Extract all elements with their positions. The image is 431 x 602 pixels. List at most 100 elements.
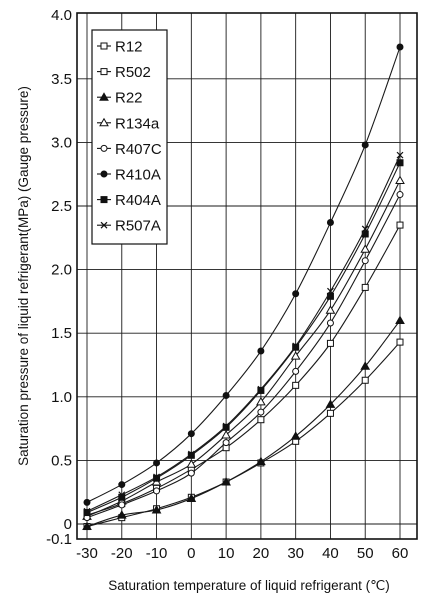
data-point-r507a — [187, 450, 195, 458]
data-point-r507a — [83, 507, 91, 515]
data-point-r507a — [118, 491, 126, 499]
legend-item-r404a: R404A — [97, 192, 161, 209]
data-point-r507a — [361, 225, 369, 233]
data-point-r12 — [396, 338, 404, 346]
series-layer — [82, 43, 405, 531]
data-point-r410a — [83, 498, 91, 506]
cross-stroke — [153, 473, 160, 481]
legend-marker — [99, 117, 109, 127]
legend-label: R502 — [115, 64, 151, 81]
legend-label: R134a — [115, 115, 160, 132]
y-tick-label: 2.0 — [51, 262, 72, 279]
series-line-r410a — [86, 46, 401, 503]
y-tick-label: 2.5 — [51, 198, 72, 215]
series-line-r507a — [86, 154, 401, 512]
cross-stroke — [118, 491, 126, 499]
data-point-r134a — [395, 175, 405, 185]
data-point-r134a — [256, 396, 266, 406]
series-line-r404a — [86, 162, 401, 514]
y-tick-label: 0.5 — [51, 452, 72, 469]
cross-stroke — [187, 450, 195, 458]
data-point-r407c — [187, 469, 195, 477]
data-point-r410a — [257, 347, 265, 355]
legend-label: R407C — [115, 141, 162, 158]
y-axis-title: Saturation pressure of liquid refrigeran… — [16, 86, 31, 466]
legend-item-r410a: R410A — [97, 167, 161, 184]
data-point-r22 — [82, 521, 92, 531]
legend-marker — [100, 170, 108, 178]
data-point-r22 — [256, 456, 266, 466]
data-point-r134a — [360, 244, 371, 253]
data-point-r22 — [290, 431, 301, 440]
data-point-r404a — [222, 423, 230, 431]
series-line-r407c — [86, 194, 401, 519]
plot-frame — [76, 12, 418, 540]
cross-stroke — [100, 221, 108, 229]
x-tick-label: -30 — [76, 545, 98, 562]
data-point-r22 — [325, 399, 336, 408]
data-point-r22 — [151, 505, 162, 514]
data-point-r407c — [396, 191, 404, 199]
y-tick-label: -0.1 — [46, 531, 72, 548]
grid-lines — [77, 13, 417, 539]
series-r410a — [83, 43, 404, 506]
data-point-r134a — [325, 305, 336, 314]
series-r407c — [83, 191, 404, 522]
data-point-r407c — [257, 408, 265, 416]
series-r22 — [82, 315, 405, 531]
data-point-r12 — [326, 409, 334, 417]
data-point-r502 — [396, 221, 404, 229]
legend-label: R12 — [115, 39, 143, 56]
data-point-r404a — [187, 451, 195, 459]
legend-item-r507a: R507A — [97, 218, 161, 235]
data-point-r134a — [290, 351, 301, 360]
data-point-r134a — [221, 429, 231, 439]
legend: R12 R502 R22 R134a R407C R410A R404A R507A — [91, 29, 168, 245]
cross-stroke — [222, 422, 230, 430]
data-point-r407c — [326, 319, 334, 327]
data-point-r507a — [257, 385, 265, 393]
x-tick-label: 50 — [357, 545, 374, 562]
x-axis-title: Saturation temperature of liquid refrige… — [108, 578, 390, 593]
data-point-r410a — [396, 43, 404, 51]
data-point-r410a — [326, 219, 334, 227]
x-tick-label: 40 — [322, 545, 339, 562]
data-point-r507a — [222, 422, 230, 430]
legend-item-r134a: R134a — [97, 115, 160, 132]
data-point-r404a — [257, 386, 265, 394]
data-point-r502 — [292, 381, 300, 389]
y-tick-label: 4.0 — [51, 7, 72, 24]
legend-marker — [100, 144, 108, 152]
legend-item-r407c: R407C — [97, 141, 162, 158]
data-point-r407c — [118, 501, 126, 509]
series-r404a — [83, 159, 404, 517]
data-point-r22 — [116, 510, 127, 519]
data-point-r410a — [222, 392, 230, 400]
data-point-r407c — [153, 487, 161, 495]
legend-label: R404A — [115, 192, 161, 209]
cross-stroke — [292, 342, 300, 350]
legend-label: R22 — [115, 90, 143, 107]
x-tick-label: -20 — [111, 545, 133, 562]
axes: -0.100.51.01.52.02.53.03.54.0-30 -20 -10 0 1… — [46, 7, 418, 562]
data-point-r407c — [292, 367, 300, 375]
data-point-r410a — [361, 141, 369, 149]
data-point-r12 — [361, 376, 369, 384]
x-tick-label: 0 — [187, 545, 195, 562]
data-point-r134a — [186, 459, 197, 468]
legend-item-r502: R502 — [97, 64, 151, 81]
data-point-r410a — [118, 481, 126, 489]
cross-stroke — [83, 507, 91, 515]
cross-stroke — [396, 151, 404, 159]
data-point-r507a — [396, 151, 404, 159]
legend-item-r22: R22 — [97, 90, 143, 107]
x-tick-label: 20 — [253, 545, 270, 562]
data-point-r22 — [186, 493, 197, 503]
cross-stroke — [361, 225, 369, 233]
legend-marker — [99, 92, 109, 101]
legend-marker — [100, 42, 108, 50]
x-tick-label: 60 — [392, 545, 409, 562]
data-point-r502 — [326, 339, 334, 347]
